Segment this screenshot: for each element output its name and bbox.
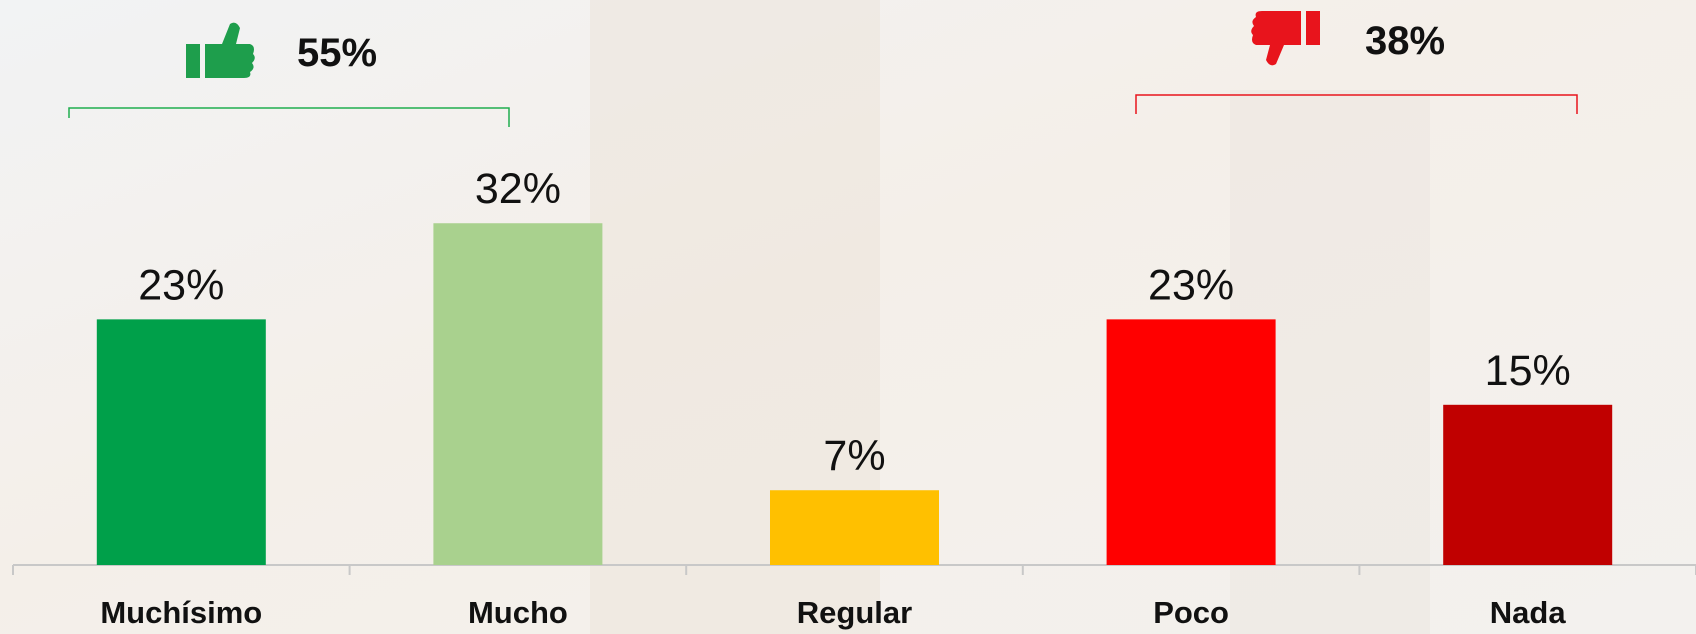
value-label: 32%: [475, 165, 561, 213]
bar: [770, 490, 939, 565]
thumbs-down-icon: [1251, 11, 1320, 66]
value-label: 23%: [1148, 261, 1234, 309]
group-bracket: [68, 107, 510, 127]
value-label: 7%: [823, 432, 885, 480]
group-annotation: 38%: [1365, 19, 1445, 63]
category-label: Mucho: [468, 595, 568, 630]
group-bracket: [1135, 94, 1578, 114]
bar: [1106, 319, 1276, 565]
category-label: Nada: [1490, 595, 1567, 630]
bar: [96, 319, 266, 565]
value-label: 15%: [1485, 347, 1571, 395]
category-label: Muchísimo: [100, 595, 262, 630]
thumbs-up-icon: [186, 22, 255, 79]
bar: [1443, 404, 1613, 565]
category-label: Poco: [1153, 595, 1229, 630]
bar: [433, 223, 603, 566]
group-annotation: 55%: [297, 31, 377, 75]
value-label: 23%: [138, 261, 224, 309]
category-label: Regular: [797, 595, 912, 630]
